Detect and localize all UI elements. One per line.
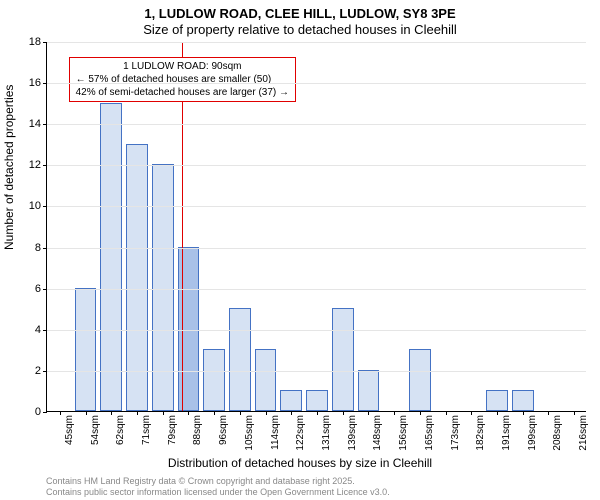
xtick-label: 54sqm: [90, 415, 101, 445]
ytick-mark: [43, 83, 47, 84]
gridline: [47, 42, 586, 43]
bar: [332, 308, 354, 411]
bar: [203, 349, 225, 411]
plot-area: 1 LUDLOW ROAD: 90sqm ← 57% of detached h…: [46, 42, 586, 412]
bar: [409, 349, 431, 411]
footer-line2: Contains public sector information licen…: [46, 487, 390, 498]
xtick-mark: [394, 411, 395, 415]
xtick-mark: [240, 411, 241, 415]
ytick-mark: [43, 206, 47, 207]
xtick-mark: [420, 411, 421, 415]
ytick-label: 14: [29, 118, 41, 130]
xtick-label: 191sqm: [501, 415, 512, 451]
xtick-label: 216sqm: [578, 415, 589, 451]
xtick-mark: [137, 411, 138, 415]
gridline: [47, 330, 586, 331]
gridline: [47, 289, 586, 290]
xtick-mark: [497, 411, 498, 415]
xtick-mark: [86, 411, 87, 415]
ytick-mark: [43, 165, 47, 166]
bar: [75, 288, 97, 411]
bar: [512, 390, 534, 411]
bar: [280, 390, 302, 411]
bar: [229, 308, 251, 411]
chart-title: 1, LUDLOW ROAD, CLEE HILL, LUDLOW, SY8 3…: [0, 6, 600, 21]
gridline: [47, 124, 586, 125]
xtick-label: 182sqm: [475, 415, 486, 451]
annotation-line1: 1 LUDLOW ROAD: 90sqm: [76, 60, 289, 73]
y-axis-label: Number of detached properties: [2, 85, 16, 250]
ytick-label: 18: [29, 36, 41, 48]
xtick-mark: [446, 411, 447, 415]
gridline: [47, 371, 586, 372]
xtick-label: 122sqm: [295, 415, 306, 451]
footer-attribution: Contains HM Land Registry data © Crown c…: [46, 476, 390, 498]
ytick-label: 0: [35, 406, 41, 418]
gridline: [47, 206, 586, 207]
xtick-label: 208sqm: [552, 415, 563, 451]
ytick-label: 10: [29, 200, 41, 212]
ytick-mark: [43, 371, 47, 372]
xtick-mark: [188, 411, 189, 415]
ytick-label: 16: [29, 77, 41, 89]
xtick-label: 165sqm: [424, 415, 435, 451]
xtick-label: 173sqm: [450, 415, 461, 451]
gridline: [47, 248, 586, 249]
ytick-label: 6: [35, 283, 41, 295]
xtick-label: 79sqm: [167, 415, 178, 445]
xtick-mark: [291, 411, 292, 415]
xtick-mark: [163, 411, 164, 415]
xtick-label: 105sqm: [244, 415, 255, 451]
ytick-label: 4: [35, 324, 41, 336]
ytick-mark: [43, 412, 47, 413]
xtick-label: 131sqm: [321, 415, 332, 451]
xtick-label: 148sqm: [372, 415, 383, 451]
ytick-label: 2: [35, 365, 41, 377]
x-axis-label: Distribution of detached houses by size …: [0, 456, 600, 470]
xtick-label: 71sqm: [141, 415, 152, 445]
ytick-mark: [43, 42, 47, 43]
annotation-box: 1 LUDLOW ROAD: 90sqm ← 57% of detached h…: [69, 57, 296, 102]
xtick-label: 45sqm: [64, 415, 75, 445]
footer-line1: Contains HM Land Registry data © Crown c…: [46, 476, 390, 487]
xtick-label: 114sqm: [270, 415, 281, 450]
ytick-label: 8: [35, 242, 41, 254]
gridline: [47, 83, 586, 84]
xtick-label: 139sqm: [347, 415, 358, 451]
annotation-line3: 42% of semi-detached houses are larger (…: [76, 86, 289, 99]
xtick-label: 62sqm: [115, 415, 126, 445]
bar: [306, 390, 328, 411]
ytick-mark: [43, 289, 47, 290]
xtick-mark: [317, 411, 318, 415]
xtick-mark: [60, 411, 61, 415]
ytick-label: 12: [29, 159, 41, 171]
xtick-label: 156sqm: [398, 415, 409, 451]
xtick-label: 96sqm: [218, 415, 229, 445]
xtick-mark: [523, 411, 524, 415]
xtick-label: 199sqm: [527, 415, 538, 451]
gridline: [47, 165, 586, 166]
xtick-mark: [214, 411, 215, 415]
xtick-mark: [266, 411, 267, 415]
ytick-mark: [43, 248, 47, 249]
xtick-mark: [548, 411, 549, 415]
ytick-mark: [43, 124, 47, 125]
ytick-mark: [43, 330, 47, 331]
xtick-mark: [343, 411, 344, 415]
bar: [100, 103, 122, 411]
xtick-mark: [471, 411, 472, 415]
bar: [358, 370, 380, 411]
xtick-label: 88sqm: [192, 415, 203, 445]
xtick-mark: [111, 411, 112, 415]
bar: [486, 390, 508, 411]
xtick-mark: [574, 411, 575, 415]
xtick-mark: [368, 411, 369, 415]
bar: [255, 349, 277, 411]
chart-subtitle: Size of property relative to detached ho…: [0, 22, 600, 37]
